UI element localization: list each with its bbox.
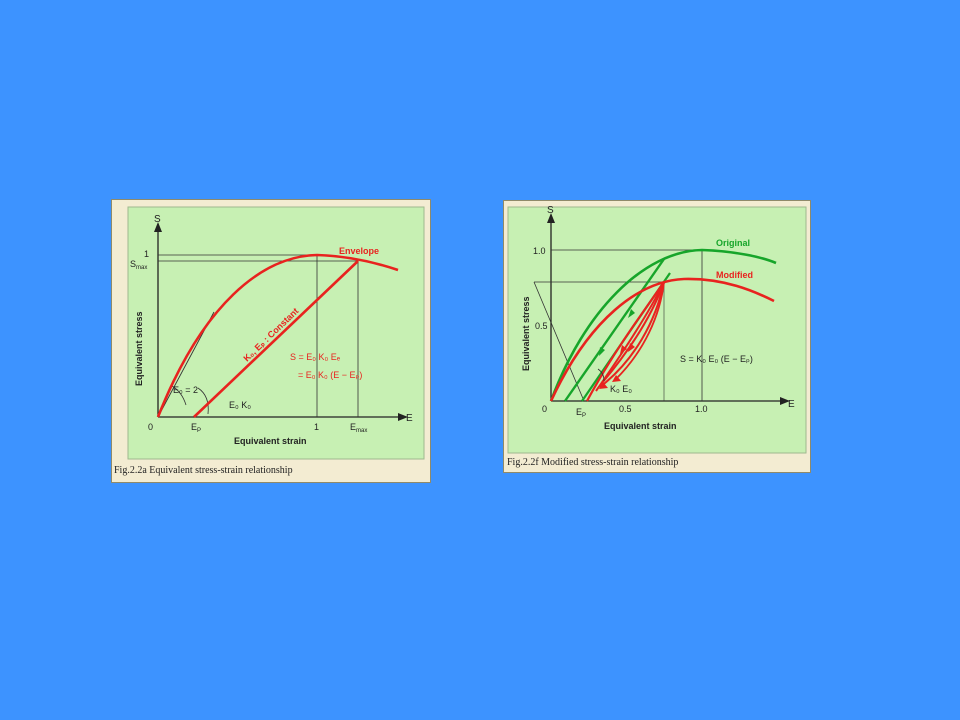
figure-b-red-arrow-2: [628, 343, 635, 352]
figure-b-slope-arc: [597, 368, 605, 382]
figure-b-caption: Fig.2.2f Modified stress-strain relation…: [507, 457, 678, 468]
figure-a-curve-label: Envelope: [339, 246, 379, 256]
figure-b-legend-modified: Modified: [716, 270, 753, 280]
figure-a-label-origin: 0: [148, 422, 153, 432]
svg-text:Emax: Emax: [350, 422, 367, 434]
figure-b-svg: S E 1.0 0.5 0 EP 0.5 1.0 Equivalent stre…: [507, 205, 807, 468]
figure-b-x-arrow: [780, 397, 790, 405]
figure-a-label-emax-sub: max: [356, 428, 367, 434]
figure-b-y-arrow: [547, 213, 555, 223]
figure-a: S E 1 Smax 0 EP 1 Emax Equivalent stress…: [111, 199, 431, 483]
figure-a-label-one-y: 1: [144, 249, 149, 259]
figure-b-xlabel: Equivalent strain: [604, 421, 677, 431]
figure-b-green-arrow-2: [599, 347, 605, 356]
figure-a-slope-arc: [171, 385, 187, 406]
figure-a-x-arrow: [398, 413, 408, 421]
figure-b-original-curve: [549, 248, 777, 402]
figure-b-green-unload-1: [564, 258, 665, 402]
figure-b-red-arrow-4: [612, 375, 621, 382]
figure-a-svg: S E 1 Smax 0 EP 1 Emax Equivalent stress…: [114, 206, 425, 476]
figure-a-y-arrow: [154, 222, 162, 232]
svg-text:EP: EP: [191, 422, 201, 434]
figure-b-axis-x-symbol: E: [788, 399, 795, 410]
figure-b-red-loop-5: [615, 281, 665, 380]
figure-b-tick-x-1: 1.0: [695, 404, 708, 414]
figure-b-modified-curve: [549, 277, 775, 402]
figure-b: S E 1.0 0.5 0 EP 0.5 1.0 Equivalent stre…: [503, 200, 811, 473]
figure-a-label-emax: E: [350, 422, 356, 432]
figure-a-axis-x-symbol: E: [406, 413, 413, 424]
figure-b-eq: S = K₀ E₀ (E − Eₚ): [680, 354, 753, 364]
figure-b-ylabel: Equivalent stress: [521, 296, 531, 371]
figure-a-label-smax-sub: max: [136, 265, 147, 271]
figure-a-caption: Fig.2.2a Equivalent stress-strain relati…: [114, 465, 293, 476]
figure-b-axis-y-symbol: S: [547, 205, 554, 216]
figure-b-red-loop-1: [586, 281, 665, 402]
figure-a-xlabel: Equivalent strain: [234, 436, 307, 446]
figure-a-label-ep-sub: P: [197, 428, 201, 434]
figure-b-tick-y-1: 1.0: [533, 246, 546, 256]
figure-a-unload-label: E₀ K₀: [229, 400, 251, 410]
figure-b-legend-original: Original: [716, 238, 750, 248]
figure-a-ylabel: Equivalent stress: [134, 311, 144, 386]
figure-a-unloading-line: [193, 260, 359, 418]
figure-b-slope-label: K₀ E₀: [610, 384, 632, 394]
svg-text:Smax: Smax: [130, 259, 147, 271]
figure-b-guide-slope: [533, 281, 585, 402]
figure-b-red-arrow-1: [620, 345, 627, 354]
figure-b-label-ep: E: [576, 407, 582, 417]
figure-b-red-arrow-3: [599, 382, 608, 389]
figure-b-label-ep-sub: P: [582, 413, 586, 419]
figure-b-tick-y-05: 0.5: [535, 321, 548, 331]
figure-b-green-arrow-1: [628, 309, 635, 318]
figure-a-label-smax: S: [130, 259, 136, 269]
svg-text:EP: EP: [576, 407, 586, 419]
figure-a-unload-arc: [197, 387, 209, 415]
figure-b-red-loop-4: [599, 281, 665, 388]
figure-a-label-ep: E: [191, 422, 197, 432]
figure-a-slope-label: E₀ = 2: [173, 385, 198, 395]
figure-a-label-one-x: 1: [314, 422, 319, 432]
figure-a-eq2: = E₀ K₀ (E − Eₚ): [298, 370, 362, 380]
figure-b-tick-x-05: 0.5: [619, 404, 632, 414]
figure-a-eq1: S = E₀ K₀ Eₑ: [290, 352, 341, 362]
figure-b-label-origin: 0: [542, 404, 547, 414]
figure-b-panel: [507, 206, 807, 454]
figure-a-axis-y-symbol: S: [154, 214, 161, 225]
figure-a-envelope-curve: [156, 253, 399, 418]
figure-b-red-loop-3: [601, 281, 665, 384]
